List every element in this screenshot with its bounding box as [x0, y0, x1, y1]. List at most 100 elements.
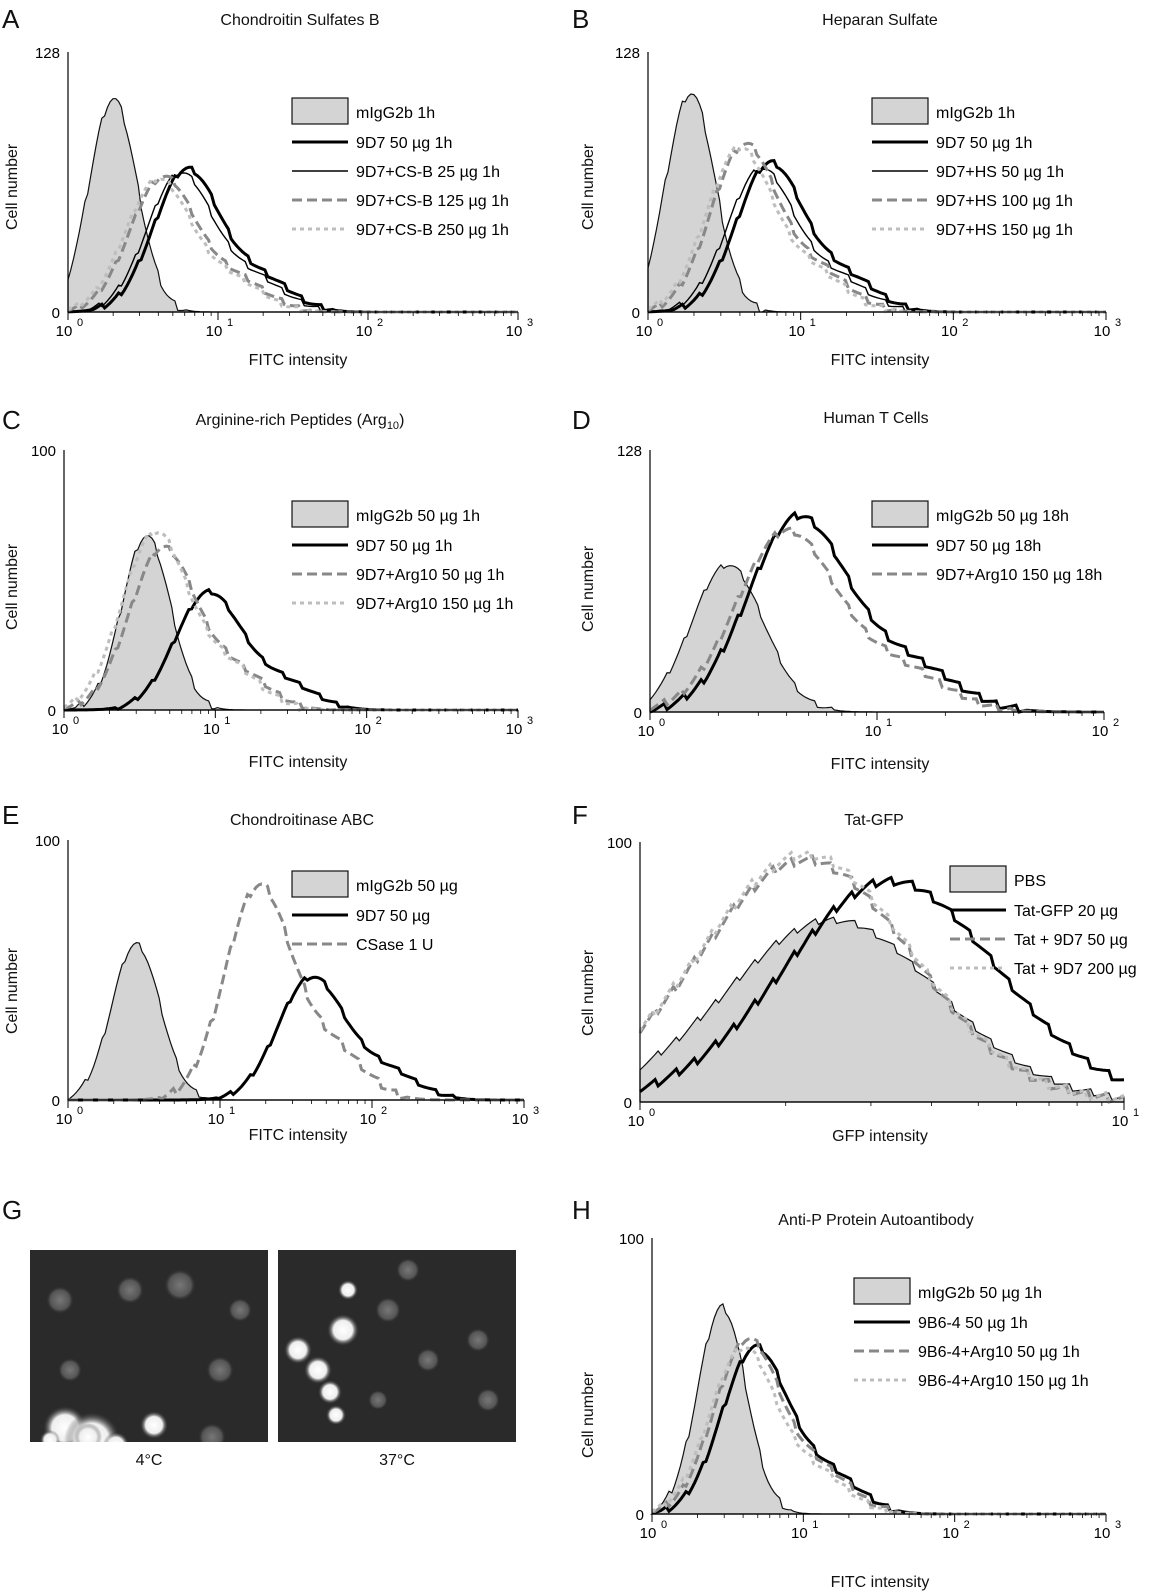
panel-title-c: Arginine-rich Peptides (Arg10) — [195, 412, 405, 433]
x-tick-label: 10 — [360, 1111, 377, 1128]
y-axis-label-h: Cell number — [580, 1371, 597, 1458]
series-f-0 — [639, 916, 1125, 1103]
series-b-4 — [647, 145, 1106, 314]
y-tick-min: 0 — [636, 1507, 644, 1524]
series-e-0 — [67, 941, 524, 1101]
y-axis-label-f: Cell number — [580, 949, 597, 1036]
legend-entry: mIgG2b 50 µg 18h — [936, 508, 1069, 525]
panel-label-f: F — [572, 800, 588, 830]
series-c-0 — [63, 535, 518, 711]
y-tick-min: 0 — [48, 703, 56, 720]
x-tick-label: 10 — [208, 1111, 225, 1128]
legend-entry: 9D7 50 µg 1h — [356, 135, 452, 152]
panel-label-b: B — [572, 4, 590, 34]
micrograph-4c — [30, 1250, 268, 1442]
legend-entry: 9D7+CS-B 25 µg 1h — [356, 164, 500, 181]
x-tick-label: 10 — [788, 323, 805, 340]
y-axis-label-e: Cell number — [4, 947, 21, 1034]
y-tick-min: 0 — [632, 305, 640, 322]
x-tick-label: 10 — [636, 323, 653, 340]
x-axis-label-e: FITC intensity — [248, 1127, 348, 1144]
legend-entry: 9D7+HS 50 µg 1h — [936, 164, 1064, 181]
legend-entry: 9D7+Arg10 150 µg 18h — [936, 567, 1102, 584]
y-tick-min: 0 — [52, 305, 60, 322]
x-tick-exponent: 0 — [659, 717, 665, 729]
legend-entry: 9D7+HS 150 µg 1h — [936, 222, 1073, 239]
x-tick-exponent: 3 — [533, 1105, 539, 1117]
legend-entry: 9B6-4+Arg10 150 µg 1h — [918, 1373, 1089, 1390]
legend-swatch — [291, 870, 349, 898]
x-tick-exponent: 3 — [1115, 1519, 1121, 1531]
x-tick-exponent: 3 — [527, 715, 533, 727]
panel-title-d: Human T Cells — [823, 410, 929, 427]
legend-entry: mIgG2b 50 µg 1h — [918, 1285, 1042, 1302]
series-c-2 — [63, 544, 518, 712]
legend-entry: mIgG2b 50 µg 1h — [356, 508, 480, 525]
x-tick-label: 10 — [506, 721, 523, 738]
x-tick-label: 10 — [203, 721, 220, 738]
legend-swatch — [853, 1277, 911, 1305]
y-tick-max: 128 — [35, 45, 60, 62]
legend-entry: Tat + 9D7 200 µg — [1014, 961, 1137, 978]
legend-entry: 9D7 50 µg 1h — [936, 135, 1032, 152]
y-tick-max: 100 — [619, 1231, 644, 1248]
panel-title-a: Chondroitin Sulfates B — [220, 12, 380, 29]
panel-title-f: Tat-GFP — [844, 812, 904, 829]
legend-entry: CSase 1 U — [356, 937, 433, 954]
legend-entry: 9D7+CS-B 125 µg 1h — [356, 193, 509, 210]
legend-swatch — [949, 865, 1007, 893]
x-tick-label: 10 — [506, 323, 523, 340]
micrograph-37c-image — [284, 1258, 500, 1425]
panel-title-h: Anti-P Protein Autoantibody — [778, 1212, 974, 1229]
x-tick-exponent: 2 — [377, 317, 383, 329]
series-a-4 — [67, 176, 518, 314]
x-tick-exponent: 0 — [73, 715, 79, 727]
x-tick-exponent: 0 — [77, 317, 83, 329]
legend-swatch — [291, 97, 349, 125]
panel-title-b: Heparan Sulfate — [822, 12, 938, 29]
y-tick-max: 100 — [31, 443, 56, 460]
legend-entry: PBS — [1014, 873, 1046, 890]
x-tick-label: 10 — [52, 721, 69, 738]
series-d-0 — [649, 563, 1104, 713]
panel-title-e: Chondroitinase ABC — [229, 812, 375, 829]
y-tick-max: 100 — [35, 833, 60, 850]
legend-entry: 9B6-4 50 µg 1h — [918, 1315, 1028, 1332]
series-h-1 — [651, 1343, 1106, 1516]
series-d-1 — [649, 510, 1104, 714]
series-a-0 — [67, 98, 518, 313]
micrograph-4c-image — [40, 1269, 252, 1442]
y-axis-label-a: Cell number — [4, 143, 21, 230]
panel-label-a: A — [2, 4, 20, 34]
x-tick-label: 10 — [1092, 723, 1109, 740]
x-tick-exponent: 1 — [886, 717, 892, 729]
legend-entry: mIgG2b 50 µg — [356, 878, 458, 895]
x-tick-label: 10 — [56, 323, 73, 340]
x-tick-exponent: 1 — [812, 1519, 818, 1531]
legend-swatch — [871, 97, 929, 125]
series-a-3 — [67, 174, 518, 314]
series-h-2 — [651, 1336, 1106, 1516]
x-tick-label: 10 — [206, 323, 223, 340]
legend-entry: mIgG2b 1h — [936, 105, 1015, 122]
series-b-2 — [647, 168, 1106, 313]
series-b-1 — [647, 158, 1106, 314]
x-tick-label: 10 — [791, 1525, 808, 1542]
series-c-3 — [63, 529, 518, 713]
panel-label-h: H — [572, 1195, 591, 1225]
x-tick-exponent: 0 — [77, 1105, 83, 1117]
x-tick-exponent: 1 — [810, 317, 816, 329]
x-tick-exponent: 2 — [962, 317, 968, 329]
x-tick-label: 10 — [628, 1113, 645, 1130]
x-axis-label-d: FITC intensity — [830, 756, 930, 773]
y-axis-label-d: Cell number — [580, 545, 597, 632]
x-tick-label: 10 — [56, 1111, 73, 1128]
x-tick-exponent: 1 — [227, 317, 233, 329]
x-axis-label-a: FITC intensity — [248, 352, 348, 369]
series-e-2 — [68, 882, 524, 1102]
x-axis-label-c: FITC intensity — [248, 754, 348, 771]
x-tick-exponent: 2 — [1113, 717, 1119, 729]
x-tick-exponent: 1 — [1133, 1107, 1139, 1119]
series-d-2 — [649, 526, 1104, 714]
x-tick-exponent: 1 — [229, 1105, 235, 1117]
